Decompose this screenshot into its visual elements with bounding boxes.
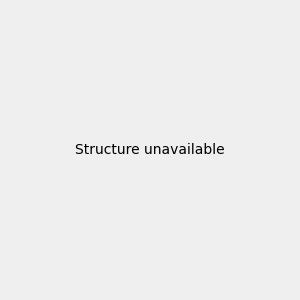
Text: Structure unavailable: Structure unavailable bbox=[75, 143, 225, 157]
